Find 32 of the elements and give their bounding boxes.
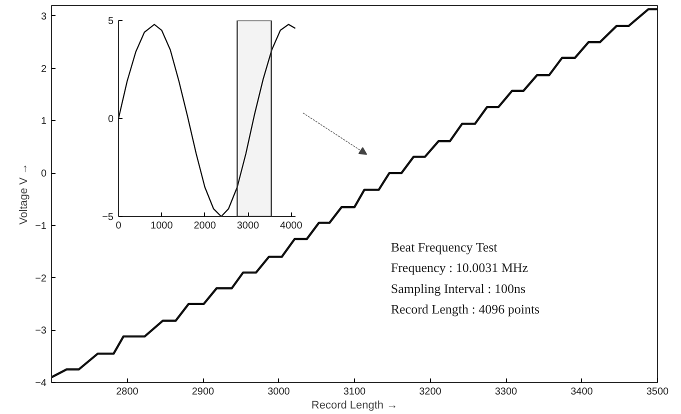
x-tick-label: 2000 — [194, 220, 216, 232]
y-tick-label: 1 — [40, 116, 47, 128]
line-series — [118, 24, 296, 216]
annotation: Frequency : 10.0031 MHz — [390, 260, 528, 276]
y-tick-label: −1 — [35, 220, 47, 232]
x-tick-label: 3300 — [494, 386, 518, 398]
y-tick-label: 3 — [40, 11, 47, 22]
annotation: Beat Frequency Test — [390, 239, 498, 254]
x-tick-label: 0 — [116, 220, 122, 232]
y-tick-label: −2 — [35, 273, 47, 284]
y-tick-label: 0 — [40, 168, 47, 180]
y-axis-title: Voltage V → — [18, 163, 30, 225]
x-tick-label: 3400 — [570, 386, 594, 398]
annotation: Sampling Interval : 100ns — [390, 280, 526, 296]
x-tick-label: 3200 — [419, 386, 442, 398]
x-tick-label: 3500 — [646, 386, 670, 398]
y-tick-label: −3 — [35, 326, 47, 337]
line-series — [52, 8, 658, 378]
x-tick-label: 3000 — [268, 386, 290, 398]
y-tick-label: −4 — [35, 378, 47, 389]
y-tick-label: 0 — [108, 114, 114, 125]
y-tick-label: 2 — [40, 64, 47, 75]
x-tick-label: 3000 — [236, 220, 260, 232]
x-tick-label: 2800 — [116, 386, 139, 398]
x-tick-label: 3100 — [343, 386, 366, 398]
y-tick-label: −5 — [102, 212, 114, 223]
x-tick-label: 2900 — [192, 386, 215, 398]
x-tick-label: 4000 — [280, 220, 303, 232]
x-axis-title: Record Length → — [311, 400, 398, 412]
annotation: Record Length : 4096 points — [390, 301, 540, 316]
x-tick-label: 1000 — [150, 220, 174, 232]
y-tick-label: 5 — [108, 16, 114, 27]
